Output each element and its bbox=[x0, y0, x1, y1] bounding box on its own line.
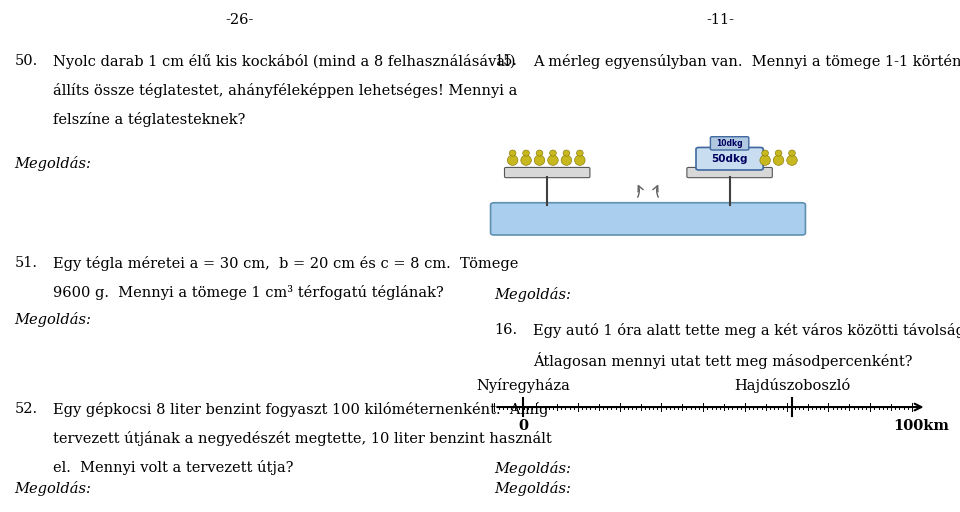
Text: 0: 0 bbox=[518, 419, 528, 433]
Ellipse shape bbox=[789, 150, 796, 156]
Text: 50dkg: 50dkg bbox=[711, 154, 748, 164]
FancyBboxPatch shape bbox=[491, 203, 805, 235]
Ellipse shape bbox=[547, 155, 559, 165]
Text: 50.: 50. bbox=[14, 54, 37, 68]
Text: Hajdúszoboszló: Hajdúszoboszló bbox=[733, 378, 851, 393]
Ellipse shape bbox=[760, 155, 770, 165]
Text: Átlagosan mennyi utat tett meg másodpercenként?: Átlagosan mennyi utat tett meg másodperc… bbox=[533, 352, 912, 369]
Text: -26-: -26- bbox=[226, 13, 254, 27]
Text: Megoldás:: Megoldás: bbox=[14, 481, 91, 496]
Text: 100km: 100km bbox=[894, 419, 949, 433]
Text: A mérleg egyensúlyban van.  Mennyi a tömege 1-1 körtének?: A mérleg egyensúlyban van. Mennyi a töme… bbox=[533, 54, 960, 69]
Ellipse shape bbox=[787, 155, 798, 165]
Ellipse shape bbox=[577, 150, 584, 156]
Ellipse shape bbox=[762, 150, 768, 156]
Text: 16.: 16. bbox=[494, 323, 517, 336]
FancyBboxPatch shape bbox=[710, 137, 749, 150]
Ellipse shape bbox=[535, 155, 545, 165]
Ellipse shape bbox=[575, 155, 586, 165]
Text: felszíne a téglatesteknek?: felszíne a téglatesteknek? bbox=[53, 112, 245, 127]
Ellipse shape bbox=[537, 150, 543, 156]
Ellipse shape bbox=[507, 155, 518, 165]
Ellipse shape bbox=[549, 150, 557, 156]
Text: Nyolc darab 1 cm élű kis kockából (mind a 8 felhasználásával): Nyolc darab 1 cm élű kis kockából (mind … bbox=[53, 54, 516, 69]
Ellipse shape bbox=[563, 150, 570, 156]
Text: 15.: 15. bbox=[494, 54, 517, 68]
FancyBboxPatch shape bbox=[687, 167, 772, 178]
Text: Nyíregyháza: Nyíregyháza bbox=[476, 378, 570, 393]
FancyBboxPatch shape bbox=[696, 147, 763, 170]
Ellipse shape bbox=[521, 155, 532, 165]
Text: 51.: 51. bbox=[14, 256, 37, 270]
Ellipse shape bbox=[774, 155, 783, 165]
Text: Megoldás:: Megoldás: bbox=[14, 312, 91, 327]
Text: 9600 g.  Mennyi a tömege 1 cm³ térfogatú téglának?: 9600 g. Mennyi a tömege 1 cm³ térfogatú … bbox=[53, 285, 444, 300]
Ellipse shape bbox=[522, 150, 530, 156]
Text: Egy gépkocsi 8 liter benzint fogyaszt 100 kilóméternenként.  Amíg: Egy gépkocsi 8 liter benzint fogyaszt 10… bbox=[53, 402, 548, 417]
Text: Megoldás:: Megoldás: bbox=[494, 287, 571, 302]
Ellipse shape bbox=[562, 155, 572, 165]
Text: Megoldás:: Megoldás: bbox=[494, 461, 571, 476]
Text: 52.: 52. bbox=[14, 402, 37, 416]
Ellipse shape bbox=[509, 150, 516, 156]
FancyBboxPatch shape bbox=[505, 167, 589, 178]
Text: -11-: -11- bbox=[706, 13, 734, 27]
Text: 10dkg: 10dkg bbox=[716, 139, 743, 148]
Text: Egy tégla méretei a = 30 cm,  b = 20 cm és c = 8 cm.  Tömege: Egy tégla méretei a = 30 cm, b = 20 cm é… bbox=[53, 256, 518, 271]
Text: tervezett útjának a negyedészét megtette, 10 liter benzint használt: tervezett útjának a negyedészét megtette… bbox=[53, 431, 552, 446]
Ellipse shape bbox=[776, 150, 782, 156]
Text: Megoldás:: Megoldás: bbox=[14, 156, 91, 171]
Text: állíts össze téglatestet, ahányféleképpen lehetséges! Mennyi a: állíts össze téglatestet, ahányféleképpe… bbox=[53, 83, 517, 98]
Text: Egy autó 1 óra alatt tette meg a két város közötti távolságot.: Egy autó 1 óra alatt tette meg a két vár… bbox=[533, 323, 960, 337]
Text: el.  Mennyi volt a tervezett útja?: el. Mennyi volt a tervezett útja? bbox=[53, 460, 294, 475]
Text: Megoldás:: Megoldás: bbox=[494, 481, 571, 496]
